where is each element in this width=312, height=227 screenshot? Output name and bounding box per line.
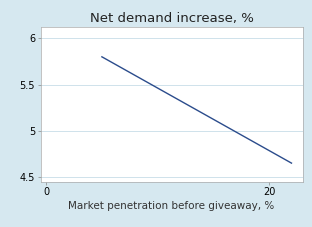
X-axis label: Market penetration before giveaway, %: Market penetration before giveaway, % xyxy=(68,201,275,211)
Title: Net demand increase, %: Net demand increase, % xyxy=(90,12,254,25)
